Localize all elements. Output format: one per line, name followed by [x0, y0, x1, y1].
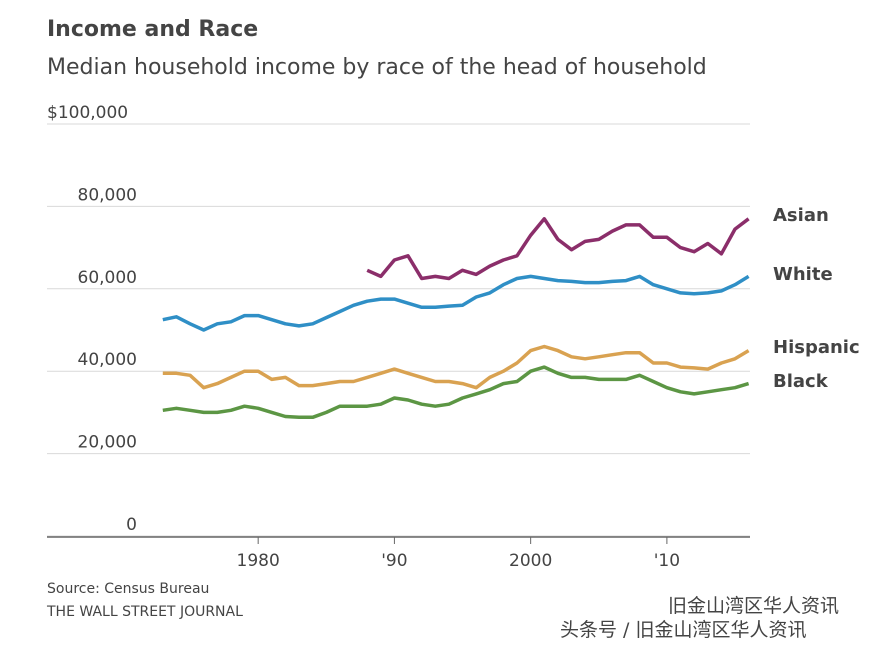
- watermark: 头条号 / 旧金山湾区华人资讯: [560, 619, 806, 641]
- series-line: [162, 365, 750, 420]
- chart-title: Income and Race: [47, 17, 258, 42]
- source: Source: Census Bureau: [47, 581, 209, 597]
- series-label: Hispanic: [773, 337, 860, 358]
- series-line: [366, 217, 750, 281]
- y-tick-label: 0: [126, 515, 137, 535]
- series-label: Asian: [773, 205, 829, 226]
- chart-subtitle: Median household income by race of the h…: [47, 55, 707, 80]
- x-tick-label: 2000: [509, 551, 552, 571]
- x-tick-label: 1980: [237, 551, 280, 571]
- publisher: THE WALL STREET JOURNAL: [46, 604, 243, 620]
- x-tick-label: '10: [654, 551, 680, 571]
- y-tick-label: 80,000: [78, 185, 137, 205]
- series-line: [162, 274, 750, 332]
- series-line: [162, 344, 750, 390]
- series-label: White: [773, 264, 833, 285]
- x-tick-label: '90: [381, 551, 407, 571]
- y-tick-label: 40,000: [78, 350, 137, 370]
- series-label: Black: [773, 371, 829, 392]
- y-tick-label: 20,000: [78, 433, 137, 453]
- y-tick-label: 60,000: [78, 268, 137, 288]
- watermark: 旧金山湾区华人资讯: [668, 595, 839, 617]
- y-tick-label: $100,000: [47, 103, 128, 123]
